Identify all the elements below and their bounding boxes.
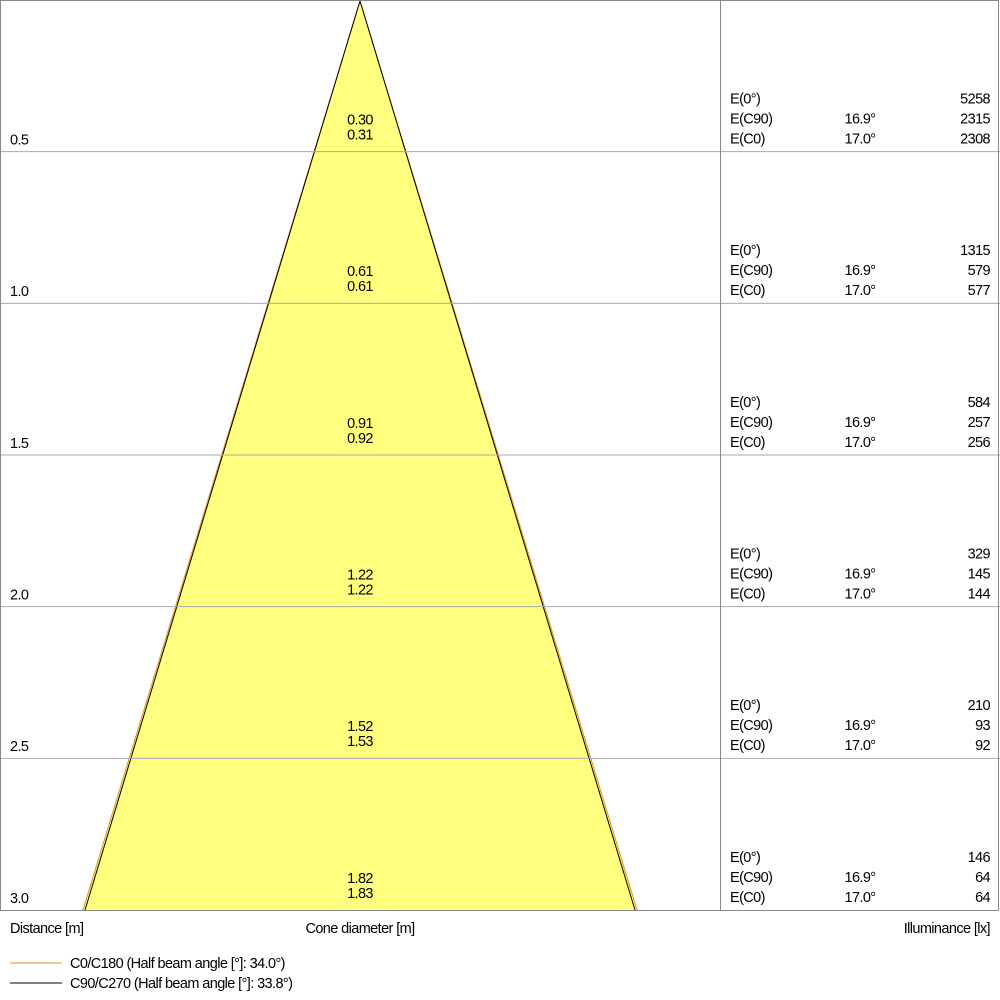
- footer-label: Cone diameter [m]: [305, 921, 414, 937]
- half-angle: 17.0°: [844, 586, 875, 602]
- illuminance-label: E(C90): [730, 111, 772, 127]
- illuminance-value: 579: [968, 263, 991, 279]
- cone-diameter: 1.22: [347, 567, 373, 583]
- illuminance-value: 257: [968, 415, 991, 431]
- frame: [0, 0, 999, 911]
- illuminance-label: E(0°): [730, 395, 760, 411]
- half-angle: 16.9°: [844, 263, 875, 279]
- cone-diameter: 0.91: [347, 416, 373, 432]
- grid: [0, 151, 1000, 759]
- cone-diameter: 0.92: [347, 431, 373, 447]
- illuminance-value: 93: [975, 718, 990, 734]
- illuminance-label: E(C0): [730, 890, 765, 906]
- illuminance-value: 210: [968, 698, 991, 714]
- illuminance-label: E(C90): [730, 718, 772, 734]
- cone-diameter: 0.31: [347, 127, 373, 143]
- legend-label: C90/C270 (Half beam angle [°]: 33.8°): [70, 976, 292, 992]
- legend-label: C0/C180 (Half beam angle [°]: 34.0°): [70, 956, 285, 972]
- illuminance-value: 2315: [960, 111, 990, 127]
- illuminance-label: E(C90): [730, 415, 772, 431]
- illuminance-value: 64: [975, 890, 990, 906]
- cone-diameter: 1.52: [347, 719, 373, 735]
- illuminance-label: E(C0): [730, 586, 765, 602]
- illuminance-label: E(0°): [730, 698, 760, 714]
- illuminance-value: 92: [975, 738, 990, 754]
- distance-label: 1.5: [10, 436, 29, 452]
- illuminance-value: 145: [968, 566, 991, 582]
- illuminance-label: E(C90): [730, 263, 772, 279]
- half-angle: 17.0°: [844, 738, 875, 754]
- illuminance-label: E(C90): [730, 870, 772, 886]
- illuminance-label: E(0°): [730, 546, 760, 562]
- cone-diameter: 1.22: [347, 582, 373, 598]
- half-angle: 17.0°: [844, 435, 875, 451]
- illuminance-label: E(C0): [730, 738, 765, 754]
- illuminance-label: E(0°): [730, 850, 760, 866]
- distance-label: 2.0: [10, 587, 29, 603]
- illuminance-label: E(C0): [730, 283, 765, 299]
- illuminance-value: 584: [968, 395, 991, 411]
- illuminance-value: 64: [975, 870, 990, 886]
- illuminance-value: 256: [968, 435, 991, 451]
- half-angle: 17.0°: [844, 131, 875, 147]
- half-angle: 16.9°: [844, 111, 875, 127]
- illuminance-value: 577: [968, 283, 991, 299]
- illuminance-value: 2308: [960, 131, 990, 147]
- illuminance-label: E(0°): [730, 243, 760, 259]
- illuminance-label: E(C0): [730, 131, 765, 147]
- distance-label: 3.0: [10, 891, 29, 907]
- illuminance-value: 144: [968, 586, 991, 602]
- half-angle: 16.9°: [844, 566, 875, 582]
- cone-diameter: 0.61: [347, 279, 373, 295]
- illuminance-value: 5258: [960, 91, 990, 107]
- illuminance-value: 146: [968, 850, 991, 866]
- half-angle: 16.9°: [844, 718, 875, 734]
- distance-label: 2.5: [10, 739, 29, 755]
- half-angle: 17.0°: [844, 890, 875, 906]
- cone-diameter: 1.83: [347, 886, 373, 902]
- illuminance-label: E(0°): [730, 91, 760, 107]
- illuminance-label: E(C90): [730, 566, 772, 582]
- cone-diameter: 1.53: [347, 734, 373, 750]
- distance-label: 0.5: [10, 132, 29, 148]
- half-angle: 16.9°: [844, 415, 875, 431]
- illuminance-value: 1315: [960, 243, 990, 259]
- cone-diameter: 1.82: [347, 871, 373, 887]
- footer-label: Distance [m]: [10, 921, 83, 937]
- cone-diameter: 0.61: [347, 264, 373, 280]
- cone-diameter: 0.30: [347, 112, 373, 128]
- illuminance-label: E(C0): [730, 435, 765, 451]
- distance-label: 1.0: [10, 284, 29, 300]
- illuminance-value: 329: [968, 546, 991, 562]
- footer-label: Illuminance [lx]: [904, 921, 990, 937]
- half-angle: 17.0°: [844, 283, 875, 299]
- half-angle: 16.9°: [844, 870, 875, 886]
